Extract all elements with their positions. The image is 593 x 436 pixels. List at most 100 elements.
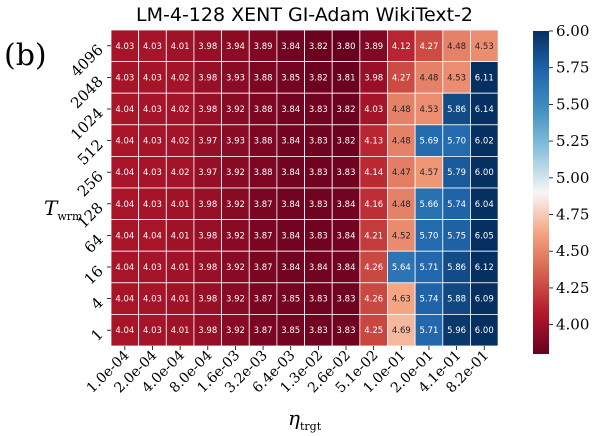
cell-value-label: 3.84 xyxy=(281,42,300,52)
cell-value-label: 4.53 xyxy=(420,105,439,115)
cell-value-label: 5.70 xyxy=(420,231,439,241)
heatmap-cell xyxy=(359,29,388,63)
heatmap-cell xyxy=(221,250,250,284)
heatmap-cell xyxy=(470,250,499,284)
cell-value-label: 4.04 xyxy=(115,105,134,115)
heatmap-cell xyxy=(304,155,333,189)
heatmap-cell xyxy=(331,282,361,315)
heatmap-cell xyxy=(470,61,499,94)
cell-value-label: 4.01 xyxy=(171,263,190,273)
cell-value-label: 4.03 xyxy=(143,105,162,115)
cell-value-label: 5.75 xyxy=(447,231,466,241)
cell-value-label: 4.48 xyxy=(420,73,439,83)
heatmap-cell xyxy=(359,187,388,221)
heatmap-cell xyxy=(331,124,361,157)
cell-value-label: 3.85 xyxy=(281,326,300,336)
cell-value-label: 3.92 xyxy=(226,295,245,305)
cell-value-label: 3.83 xyxy=(337,295,356,305)
cell-value-label: 4.48 xyxy=(392,137,411,147)
cell-value-label: 5.79 xyxy=(447,168,466,178)
cell-value-label: 3.89 xyxy=(254,42,273,52)
cell-value-label: 4.26 xyxy=(364,295,383,305)
heatmap-cell xyxy=(138,92,167,126)
heatmap-cell xyxy=(221,282,250,315)
cell-value-label: 3.98 xyxy=(198,73,217,83)
cell-value-label: 5.74 xyxy=(420,295,439,305)
heatmap-cell xyxy=(470,92,499,126)
cell-value-label: 3.84 xyxy=(281,105,300,115)
heatmap-cell xyxy=(442,124,471,157)
y-axis-label: Twrm xyxy=(44,196,82,223)
x-axis-label-sub: trgt xyxy=(299,420,322,433)
cell-value-label: 4.01 xyxy=(171,295,190,305)
cell-value-label: 5.70 xyxy=(447,137,466,147)
cell-value-label: 3.89 xyxy=(364,42,383,52)
cell-value-label: 4.01 xyxy=(171,231,190,241)
cell-value-label: 5.64 xyxy=(392,263,411,273)
heatmap-cell xyxy=(138,124,167,157)
y-axis-label-sub: wrm xyxy=(57,210,83,223)
colorbar-tick-label: 4.75 xyxy=(556,206,589,224)
cell-value-label: 3.94 xyxy=(226,42,245,52)
cell-value-label: 5.69 xyxy=(420,137,439,147)
heatmap-cell xyxy=(304,187,333,221)
cell-value-label: 3.81 xyxy=(337,73,356,83)
cell-value-label: 3.84 xyxy=(281,200,300,210)
cell-value-label: 3.87 xyxy=(254,326,273,336)
cell-value-label: 4.27 xyxy=(392,73,411,83)
heatmap-cell xyxy=(138,187,167,221)
heatmap-cell xyxy=(387,250,416,284)
heatmap-cell xyxy=(248,155,278,189)
cell-value-label: 4.03 xyxy=(143,326,162,336)
cell-value-label: 4.04 xyxy=(115,200,134,210)
cell-value-label: 3.82 xyxy=(337,137,356,147)
cell-value-label: 3.83 xyxy=(337,168,356,178)
cell-value-label: 4.01 xyxy=(171,326,190,336)
cell-value-label: 3.84 xyxy=(281,137,300,147)
heatmap-cell xyxy=(248,282,278,315)
y-tick-label: 4096 xyxy=(67,41,107,81)
heatmap-cell xyxy=(165,155,195,189)
colorbar-tick-label: 6.00 xyxy=(556,22,589,40)
heatmap-cell xyxy=(165,282,195,315)
heatmap-cell xyxy=(470,187,499,221)
heatmap-cell xyxy=(470,29,499,63)
cell-value-label: 3.83 xyxy=(309,200,328,210)
cell-value-label: 3.84 xyxy=(337,231,356,241)
heatmap-cell xyxy=(470,313,499,347)
cell-value-label: 4.16 xyxy=(364,200,383,210)
cell-value-label: 4.26 xyxy=(364,263,383,273)
cell-value-label: 4.01 xyxy=(171,200,190,210)
heatmap-cell xyxy=(387,124,416,157)
cell-value-label: 4.03 xyxy=(143,137,162,147)
cell-value-label: 3.84 xyxy=(281,263,300,273)
cell-value-label: 4.03 xyxy=(143,73,162,83)
cell-value-label: 4.02 xyxy=(171,73,190,83)
cell-value-label: 4.03 xyxy=(364,105,383,115)
cell-value-label: 3.93 xyxy=(226,73,245,83)
cell-value-label: 4.03 xyxy=(115,73,134,83)
heatmap-cell xyxy=(221,187,250,221)
cell-value-label: 4.02 xyxy=(171,105,190,115)
y-tick-label: 64 xyxy=(81,231,107,257)
heatmap-cell xyxy=(138,155,167,189)
heatmap-cell xyxy=(359,61,388,94)
cell-value-label: 3.98 xyxy=(198,42,217,52)
cell-value-label: 4.27 xyxy=(420,42,439,52)
colorbar-tick-label: 5.25 xyxy=(556,132,589,150)
cell-value-label: 4.04 xyxy=(115,137,134,147)
cell-value-label: 4.04 xyxy=(115,168,134,178)
cell-value-label: 4.48 xyxy=(392,200,411,210)
cell-value-label: 4.25 xyxy=(364,326,383,336)
cell-value-label: 6.00 xyxy=(475,326,494,336)
heatmap-cell xyxy=(331,155,361,189)
heatmap-cell xyxy=(414,250,444,284)
cell-value-label: 3.84 xyxy=(281,168,300,178)
heatmap-cell xyxy=(248,61,278,94)
cell-value-label: 5.71 xyxy=(420,326,439,336)
heatmap-cell xyxy=(221,29,250,63)
cell-value-label: 3.83 xyxy=(309,137,328,147)
cell-value-label: 4.03 xyxy=(143,42,162,52)
heatmap-cell xyxy=(110,219,140,252)
